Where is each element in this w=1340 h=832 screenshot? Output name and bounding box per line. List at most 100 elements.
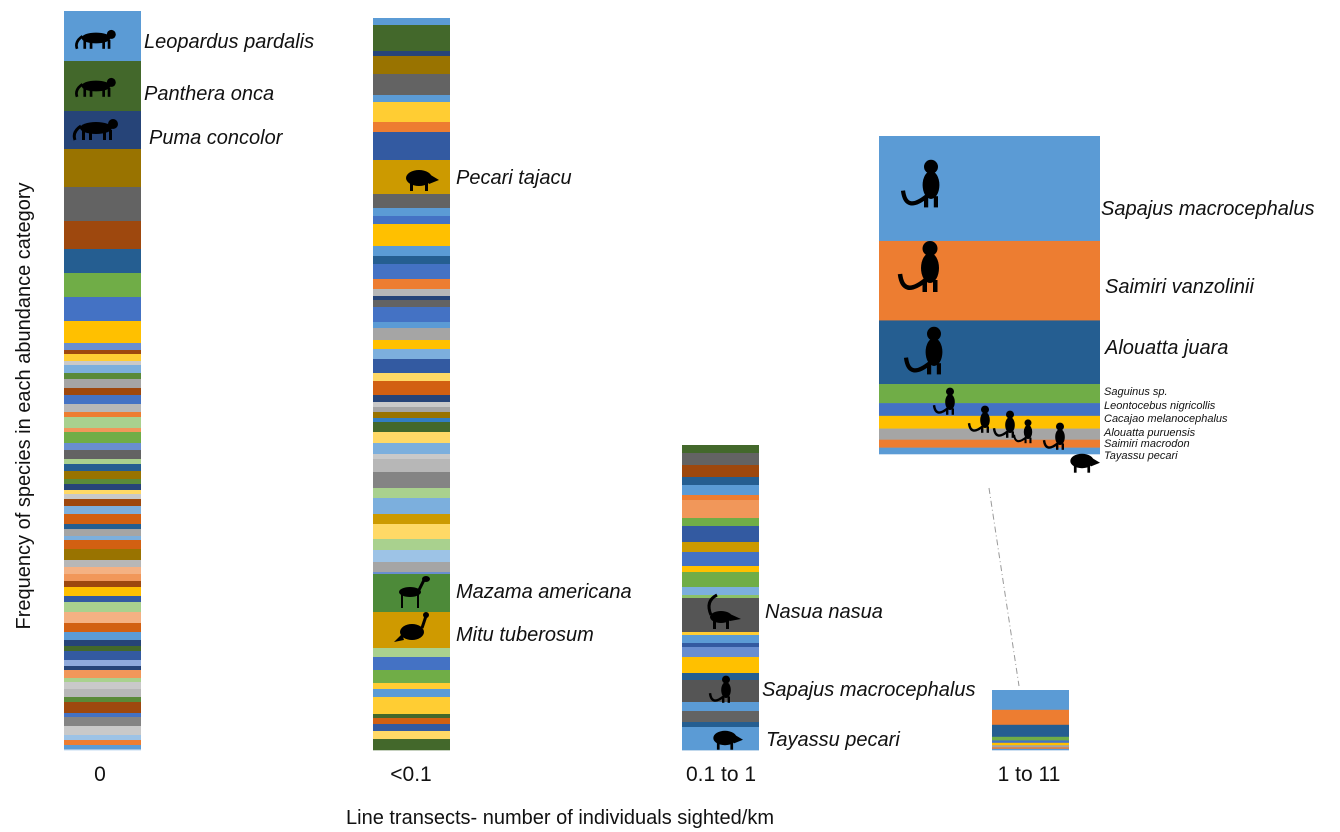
inset-connector-line [988, 487, 1020, 687]
bar-segment [64, 221, 141, 250]
bar-segment [64, 412, 141, 418]
bar-segment [992, 736, 1069, 741]
bar-segment [682, 572, 759, 588]
bar-segment [682, 566, 759, 573]
bar-segment [64, 350, 141, 355]
peccary-silhouette-icon [406, 170, 439, 191]
bar-segment [373, 657, 450, 671]
bar-segment [64, 484, 141, 491]
bar-segment [373, 714, 450, 719]
bar-segment [682, 465, 759, 478]
bar-segment [64, 581, 141, 588]
bar-segment [373, 454, 450, 460]
bar-segment [64, 740, 141, 746]
bar-segment [64, 354, 141, 362]
species-label: Leopardus pardalis [144, 31, 314, 53]
x-axis-title: Line transects- number of individuals si… [346, 807, 774, 829]
bar-segment [373, 322, 450, 329]
bar-segment [64, 651, 141, 661]
bar-segment [64, 717, 141, 727]
bar-segment [64, 745, 141, 750]
bar-segment [682, 542, 759, 553]
bar-segment [64, 499, 141, 507]
bar-segment [64, 536, 141, 541]
inset-species-label: Alouatta puruensis [1103, 427, 1196, 439]
inset-segment [879, 320, 1100, 385]
bar-segment [373, 264, 450, 280]
bar-segment [64, 494, 141, 500]
bar-segment [64, 443, 141, 451]
bar-segment [64, 479, 141, 485]
category-label: 1 to 11 [998, 763, 1061, 786]
inset-segment [879, 384, 1100, 404]
bar-segment [373, 550, 450, 563]
bar-segment [373, 498, 450, 515]
bar-segment [682, 673, 759, 683]
bar-segment [373, 51, 450, 57]
howler-monkey-silhouette-icon [903, 326, 943, 375]
bar-segment [64, 560, 141, 568]
bar-segment [64, 428, 141, 433]
capuchin-silhouette-icon [900, 159, 940, 208]
bar-segment [64, 450, 141, 460]
bar-segment [64, 365, 141, 374]
bar-segment [992, 745, 1069, 748]
bar-segment [373, 689, 450, 698]
species-label: Sapajus macrocephalus [762, 679, 975, 701]
bar-segment [682, 453, 759, 466]
bar-segment [373, 307, 450, 323]
inset-species-label: Alouatta juara [1104, 337, 1228, 359]
bar-segment [64, 697, 141, 703]
bar-segment [992, 690, 1069, 711]
bar-segment [992, 740, 1069, 744]
bar-segment [373, 74, 450, 96]
deer-silhouette-icon [399, 576, 430, 608]
bar-segment [64, 417, 141, 429]
bar-segment [682, 722, 759, 731]
species-label: Puma concolor [149, 127, 284, 149]
bar-segment [373, 412, 450, 419]
bar-segment [373, 670, 450, 684]
bar-segment [64, 404, 141, 413]
category-tick-labels: 0 <0.1 0.1 to 1 1 to 11 [94, 763, 1060, 786]
bar-segment [64, 459, 141, 465]
peccary-silhouette-icon [713, 730, 743, 750]
bar-segment [373, 359, 450, 364]
inset-segment [879, 240, 1100, 321]
bar-segment [373, 349, 450, 360]
inset-segment [879, 447, 1100, 455]
bar-segment [64, 602, 141, 613]
bar-segment [373, 718, 450, 725]
squirrel-monkey-silhouette-icon [1042, 422, 1065, 450]
bar-segment [64, 660, 141, 667]
bar-segment [682, 500, 759, 519]
inset-segment [879, 403, 1100, 417]
bar-segment [64, 464, 141, 472]
bar-segment [64, 490, 141, 495]
bar-segment [64, 506, 141, 515]
bar-segment [64, 540, 141, 550]
category-label: <0.1 [390, 763, 431, 786]
bar-segment [373, 407, 450, 413]
species-label: Panthera onca [144, 83, 274, 105]
jaguar-silhouette-icon [75, 77, 116, 98]
bar-segment [64, 388, 141, 396]
bar-segment [64, 373, 141, 380]
bar-segment [64, 689, 141, 698]
bar-segment [64, 567, 141, 575]
bar-segment [64, 574, 141, 582]
bar-segment [64, 187, 141, 222]
bar-segment [992, 748, 1069, 751]
bar-segment [64, 612, 141, 624]
bar-segment [64, 678, 141, 683]
bar-segment [373, 289, 450, 297]
category-label: 0.1 to 1 [686, 763, 756, 786]
bar-segment [373, 697, 450, 715]
bar-segment [682, 495, 759, 501]
curassow-silhouette-icon [394, 612, 429, 642]
bar-segment [373, 683, 450, 690]
bar-segment [64, 514, 141, 525]
bar-1 [373, 18, 450, 751]
bar-segment [373, 373, 450, 382]
